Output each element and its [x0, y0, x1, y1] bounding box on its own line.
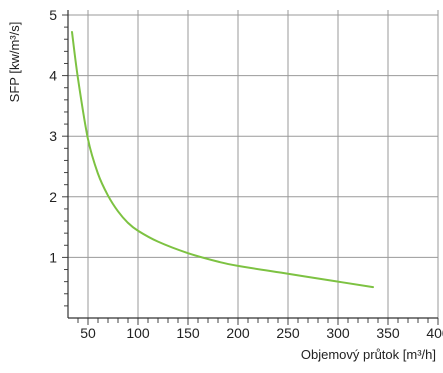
x-tick-label: 100: [126, 325, 150, 341]
y-tick-label: 2: [49, 189, 57, 205]
y-axis-label: SFP [kw/m³/s]: [7, 22, 22, 103]
x-tick-label: 50: [80, 325, 96, 341]
sfp-curve: [71, 30, 374, 289]
grid: [68, 10, 439, 318]
minor-ticks: [62, 14, 439, 325]
x-tick-label: 150: [176, 325, 200, 341]
x-tick-label: 200: [226, 325, 250, 341]
x-tick-label: 400: [426, 325, 443, 341]
y-tick-label: 1: [49, 249, 57, 265]
y-tick-label: 5: [49, 7, 57, 23]
y-tick-label: 3: [49, 128, 57, 144]
axes: [67, 10, 438, 319]
series-layer: [71, 30, 374, 289]
x-axis-label: Objemový průtok [m³/h]: [301, 347, 436, 362]
tick-labels: 50 100 150 200 250 300 350 400 1 2 3 4 5: [49, 7, 443, 341]
y-tick-label: 4: [49, 68, 57, 84]
x-tick-label: 250: [276, 325, 300, 341]
x-tick-label: 350: [376, 325, 400, 341]
x-tick-label: 300: [326, 325, 350, 341]
